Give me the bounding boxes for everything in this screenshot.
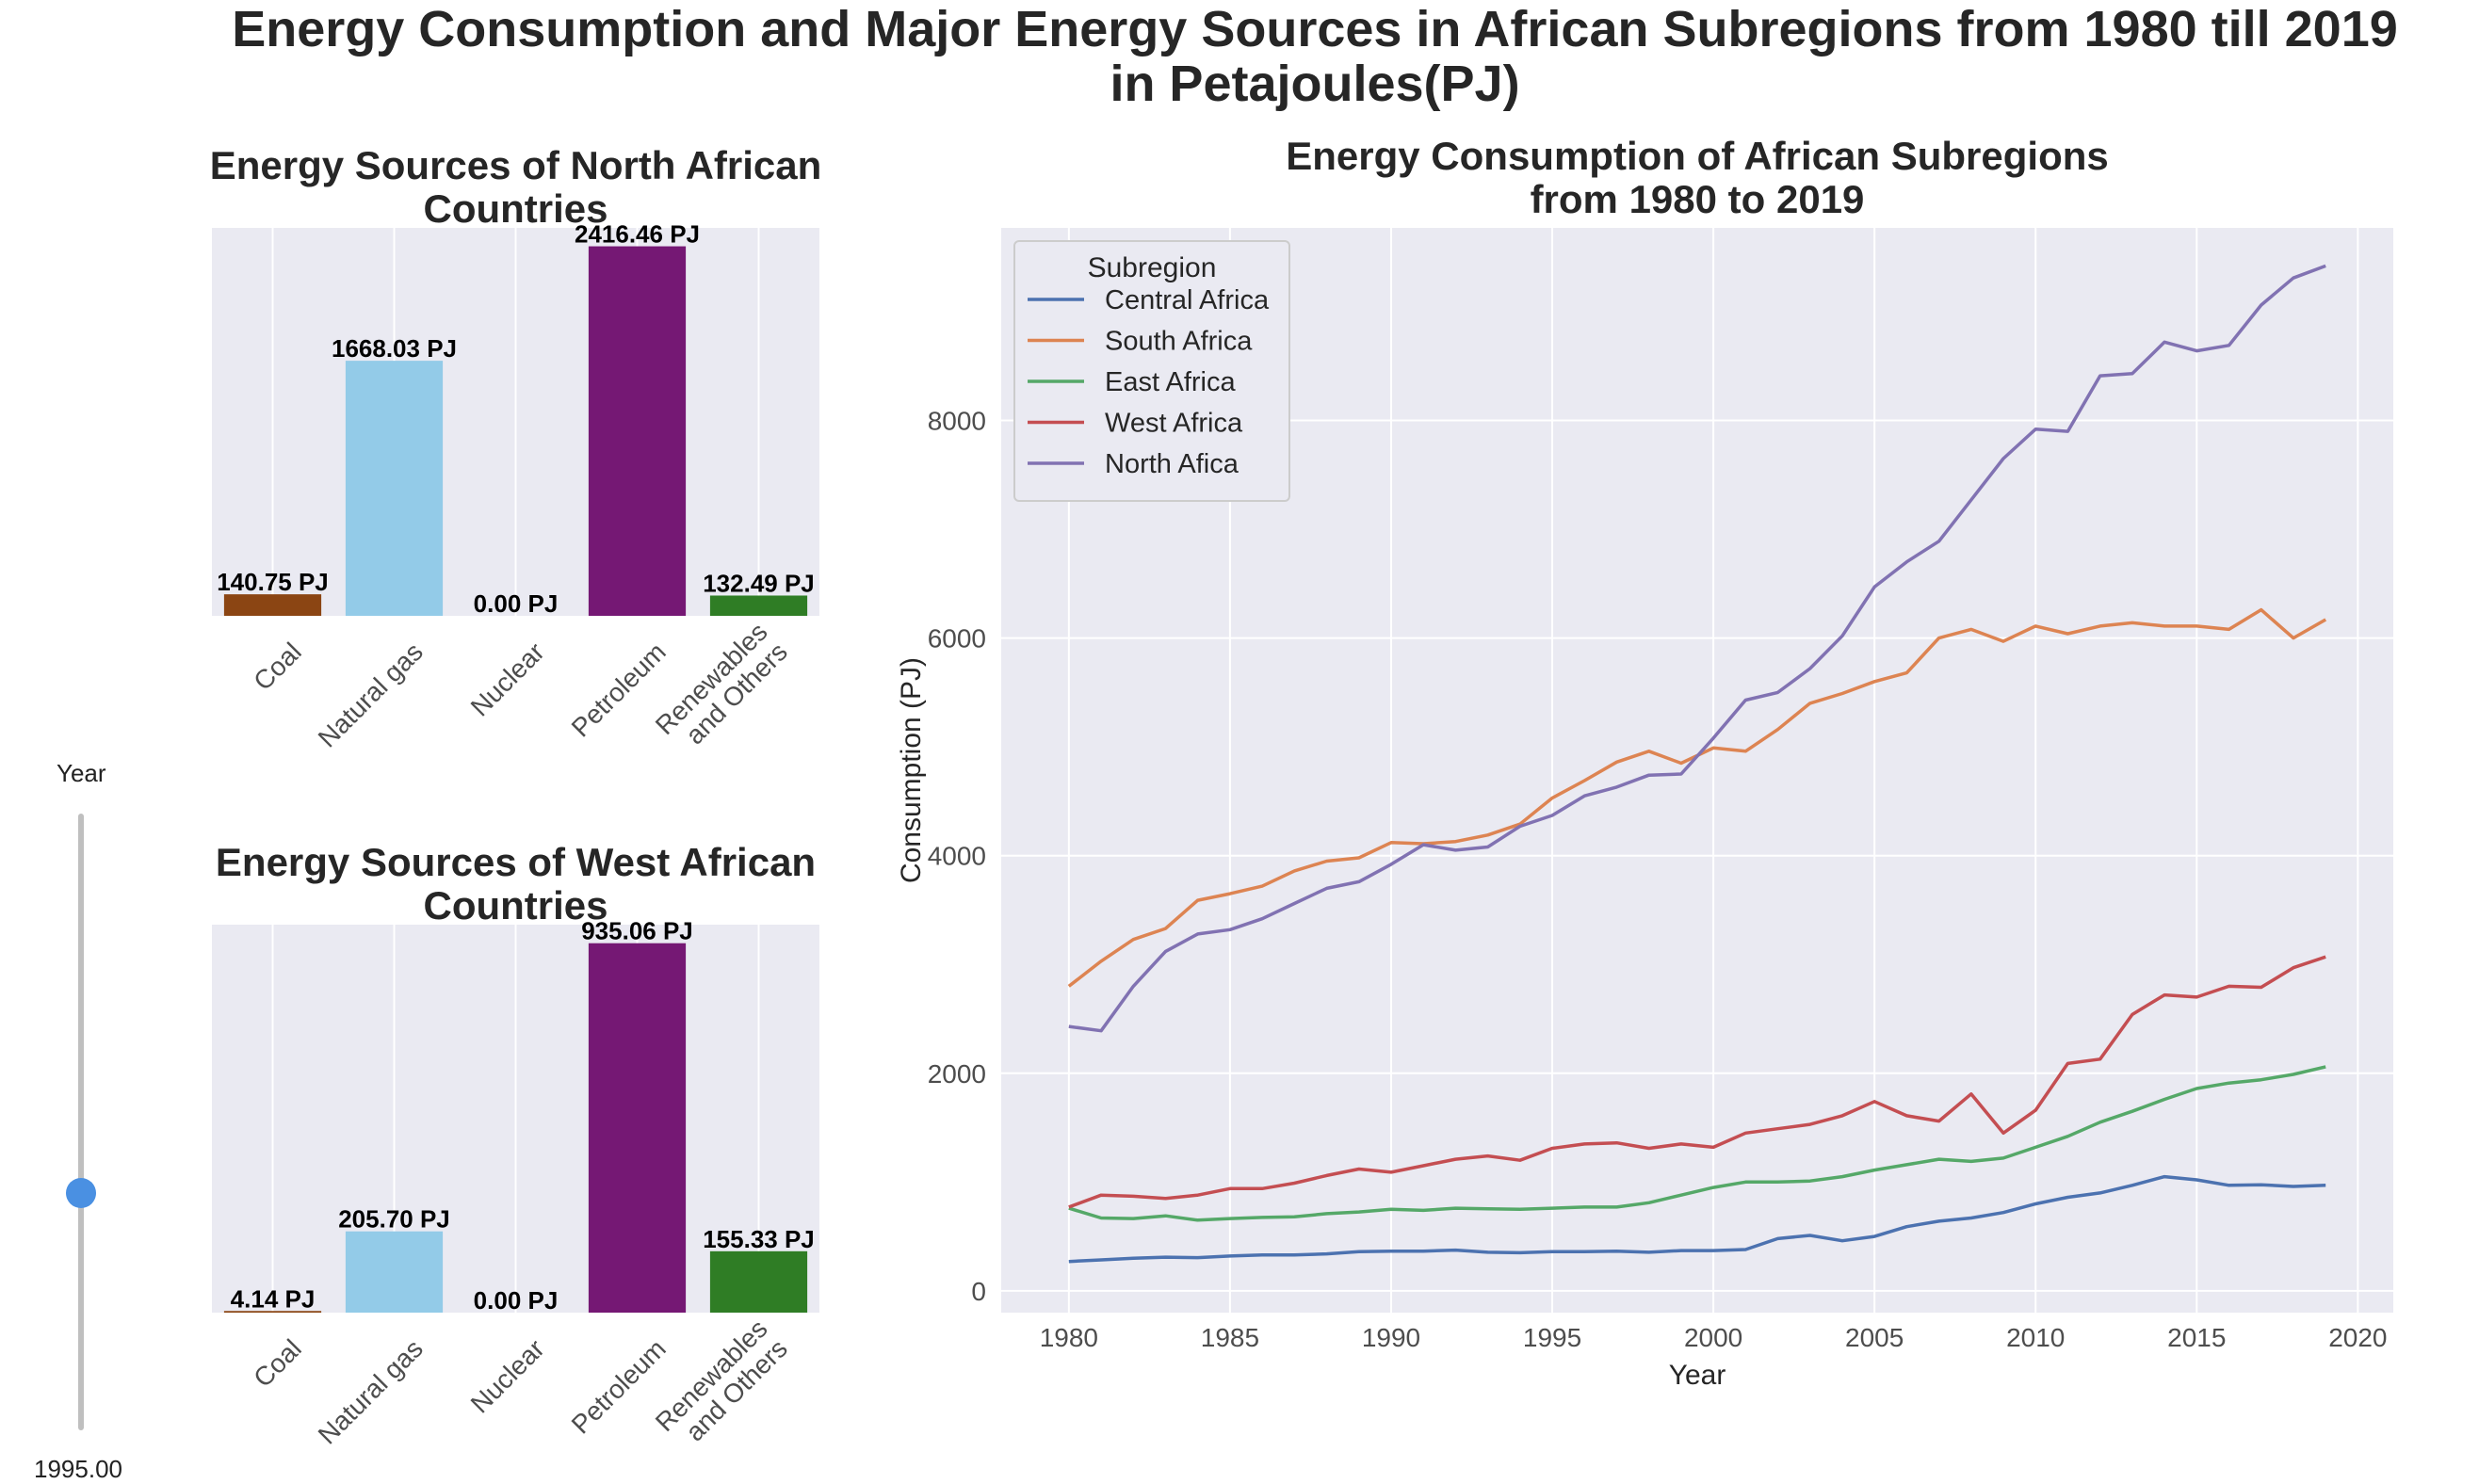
bar — [709, 1250, 808, 1313]
series-line — [1068, 1065, 2326, 1222]
bar-category-label-line: Nuclear — [465, 1333, 550, 1418]
bar-chart-title: Countries — [423, 883, 608, 928]
legend-entry: South Africa — [1105, 327, 1253, 357]
bar-value-label: 205.70 PJ — [338, 1205, 450, 1234]
bar-value-label: 132.49 PJ — [703, 569, 815, 597]
bar-category-label-line: Natural gas — [313, 637, 429, 752]
x-tick-label: 2000 — [1684, 1323, 1742, 1352]
legend-entry: West Africa — [1105, 409, 1243, 439]
bar — [223, 1311, 322, 1313]
bar — [223, 594, 322, 616]
x-tick-label: 2015 — [2167, 1323, 2226, 1352]
series-line — [1068, 955, 2326, 1209]
bar-chart-0: Energy Sources of North AfricanCountries… — [210, 143, 822, 753]
bar-category-label-line: Coal — [248, 1333, 307, 1393]
bar — [345, 1231, 444, 1313]
bar-value-label: 2416.46 PJ — [575, 220, 700, 249]
x-tick-label: 1985 — [1201, 1323, 1259, 1352]
line-chart-title: from 1980 to 2019 — [1531, 177, 1865, 221]
bar-value-label: 935.06 PJ — [581, 917, 693, 945]
bar-category-label: Natural gas — [313, 637, 429, 752]
bar-chart-title: Energy Sources of North African — [210, 143, 822, 187]
bar-category-label-line: Nuclear — [465, 637, 550, 721]
series-line — [1068, 1174, 2326, 1264]
bar — [345, 361, 444, 616]
bar-category-label-line: Coal — [248, 637, 307, 696]
bar — [588, 943, 687, 1313]
year-slider-label: Year — [57, 759, 106, 787]
y-tick-label: 4000 — [928, 842, 986, 871]
bar — [709, 595, 808, 616]
main-title: Energy Consumption and Major Energy Sour… — [151, 2, 2479, 111]
y-axis-label: Consumption (PJ) — [896, 657, 927, 883]
year-slider-track[interactable] — [78, 814, 84, 1430]
bar — [588, 246, 687, 616]
x-tick-label: 2020 — [2328, 1323, 2387, 1352]
legend-entry: Central Africa — [1105, 285, 1270, 315]
y-tick-label: 8000 — [928, 407, 986, 436]
bar-category-label: Coal — [248, 1333, 307, 1393]
y-tick-label: 2000 — [928, 1059, 986, 1089]
legend-entry: North Afica — [1105, 449, 1240, 479]
x-tick-label: 2005 — [1845, 1323, 1904, 1352]
bar-category-label: Coal — [248, 637, 307, 696]
x-tick-label: 1980 — [1040, 1323, 1098, 1352]
year-slider-thumb[interactable] — [66, 1178, 96, 1209]
y-tick-label: 0 — [971, 1277, 986, 1306]
line-chart-title: Energy Consumption of African Subregions — [1286, 134, 2109, 178]
bar-value-label: 1668.03 PJ — [332, 334, 457, 363]
bar-category-label: Nuclear — [465, 637, 550, 721]
bar-value-label: 140.75 PJ — [217, 568, 329, 596]
x-axis-label: Year — [1669, 1360, 1726, 1391]
main-title-line1: Energy Consumption and Major Energy Sour… — [232, 1, 2398, 57]
main-title-line2: in Petajoules(PJ) — [1110, 56, 1520, 112]
y-tick-label: 6000 — [928, 624, 986, 653]
bar-category-label-line: Natural gas — [313, 1333, 429, 1449]
bar-chart-title: Energy Sources of West African — [216, 840, 816, 884]
x-tick-label: 2010 — [2006, 1323, 2065, 1352]
line-chart: 1980 1985 1990 1995 2000 2005 2010 2015 2020 0 200… — [896, 134, 2393, 1391]
bar-value-label: 4.14 PJ — [231, 1284, 316, 1313]
legend-entry: East Africa — [1105, 367, 1236, 397]
x-tick-label: 1995 — [1523, 1323, 1581, 1352]
legend-title: Subregion — [1088, 252, 1217, 283]
bar-category-label: Natural gas — [313, 1333, 429, 1449]
bar-value-label: 0.00 PJ — [474, 589, 559, 618]
bar-chart-title: Countries — [423, 186, 608, 231]
bar-value-label: 155.33 PJ — [703, 1225, 815, 1253]
legend-box — [1013, 240, 1290, 502]
x-tick-label: 1990 — [1362, 1323, 1420, 1352]
bar-value-label: 0.00 PJ — [474, 1286, 559, 1315]
series-line — [1068, 264, 2326, 1033]
bar-category-label: Nuclear — [465, 1333, 550, 1418]
